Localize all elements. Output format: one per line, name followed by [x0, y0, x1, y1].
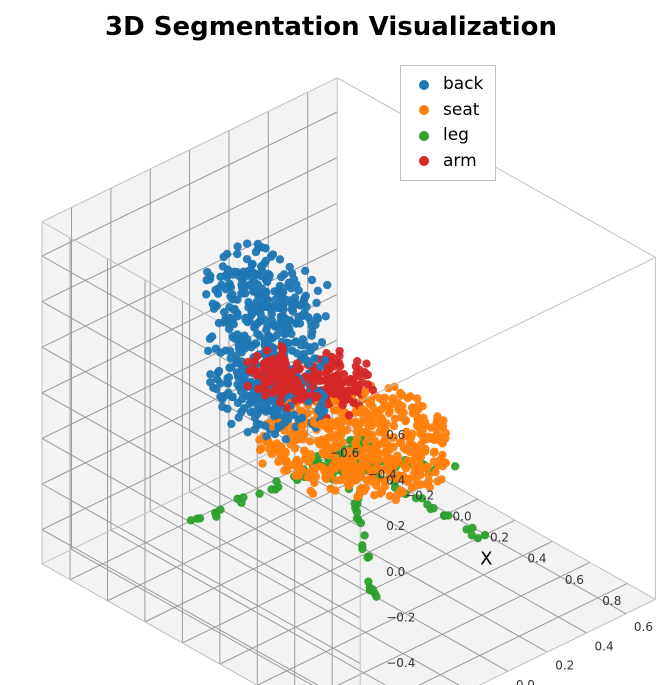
legend-item: arm	[411, 149, 483, 175]
legend-marker-icon	[419, 105, 429, 115]
tick-label: 0.0	[516, 678, 535, 685]
tick-label: 0.8	[602, 594, 621, 608]
legend-marker-icon	[419, 156, 429, 166]
legend-label: back	[443, 72, 483, 98]
tick-label: −0.2	[405, 488, 434, 502]
tick-label: 0.4	[527, 552, 546, 566]
legend-label: seat	[443, 98, 479, 124]
tick-label: 0.4	[386, 474, 405, 488]
legend: backseatlegarm	[400, 65, 496, 181]
chart-title: 3D Segmentation Visualization	[0, 12, 662, 42]
legend-item: seat	[411, 98, 483, 124]
tick-label: 0.0	[386, 565, 405, 579]
tick-label: 0.2	[555, 659, 574, 673]
legend-marker-icon	[419, 80, 429, 90]
tick-label: −0.2	[386, 610, 415, 624]
3d-scatter-plot: −0.6−0.4−0.20.00.20.40.60.8−0.6−0.4−0.20…	[0, 0, 662, 685]
tick-label: −0.4	[386, 656, 415, 670]
tick-label: 0.6	[565, 573, 584, 587]
legend-label: leg	[443, 123, 469, 149]
legend-item: leg	[411, 123, 483, 149]
legend-marker-icon	[419, 131, 429, 141]
tick-label: 0.2	[386, 519, 405, 533]
legend-item: back	[411, 72, 483, 98]
legend-label: arm	[443, 149, 477, 175]
tick-label: 0.4	[595, 639, 614, 653]
tick-label: 0.6	[634, 620, 653, 634]
tick-label: −0.6	[330, 446, 359, 460]
x-axis-label: X	[480, 549, 492, 570]
tick-label: 0.6	[386, 428, 405, 442]
tick-label: 0.0	[453, 510, 472, 524]
tick-label: 0.2	[490, 531, 509, 545]
